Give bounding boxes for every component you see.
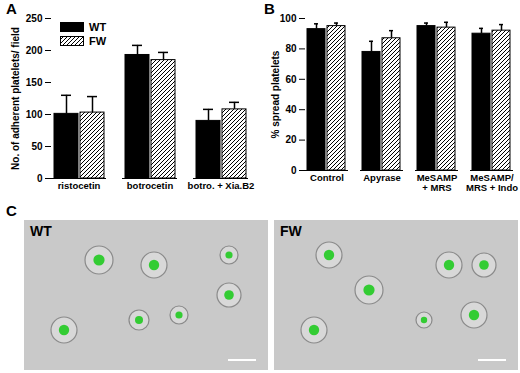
- svg-text:MeSAMP/MRS + Indo: MeSAMP/MRS + Indo: [466, 172, 518, 193]
- svg-text:Apyrase: Apyrase: [363, 172, 401, 183]
- svg-text:No. of adherent platelets/ fie: No. of adherent platelets/ field: [10, 27, 21, 170]
- svg-text:250: 250: [26, 13, 43, 24]
- svg-text:100: 100: [280, 13, 297, 24]
- svg-text:60: 60: [285, 74, 297, 85]
- svg-text:20: 20: [285, 134, 297, 145]
- svg-text:0: 0: [291, 165, 297, 176]
- svg-text:MeSAMP+ MRS: MeSAMP+ MRS: [417, 172, 458, 193]
- svg-text:WT: WT: [30, 223, 52, 239]
- svg-text:40: 40: [285, 104, 297, 115]
- svg-text:Control: Control: [310, 172, 344, 183]
- svg-text:botro. + Xia.B2: botro. + Xia.B2: [188, 180, 255, 191]
- svg-text:150: 150: [26, 77, 43, 88]
- svg-text:50: 50: [31, 141, 43, 152]
- svg-text:ristocetin: ristocetin: [58, 180, 101, 191]
- svg-text:200: 200: [26, 45, 43, 56]
- html-text:B: B: [264, 0, 275, 17]
- html-text:C: C: [6, 202, 17, 219]
- svg-text:80: 80: [285, 43, 297, 54]
- svg-text:FW: FW: [280, 223, 303, 239]
- svg-text:100: 100: [26, 109, 43, 120]
- html-text:A: A: [6, 0, 17, 17]
- svg-text:% spread platelets: % spread platelets: [270, 50, 281, 138]
- svg-text:botrocetin: botrocetin: [127, 180, 174, 191]
- html-text:WT: WT: [89, 21, 107, 33]
- html-text:FW: FW: [89, 35, 107, 47]
- svg-text:0: 0: [37, 173, 43, 184]
